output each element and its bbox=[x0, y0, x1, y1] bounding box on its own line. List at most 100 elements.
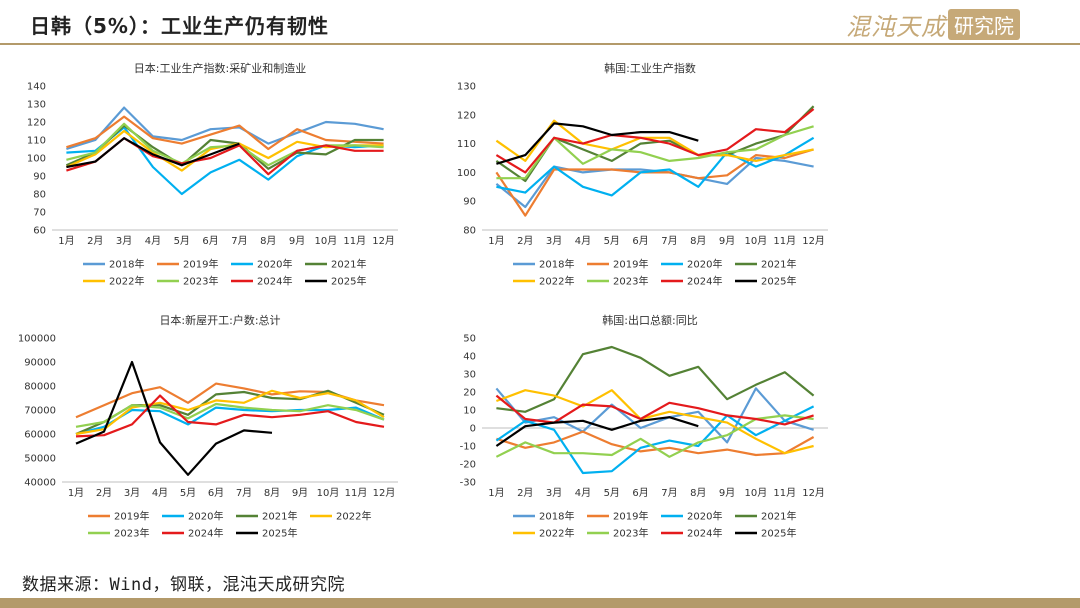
legend-label: 2019年 bbox=[613, 510, 648, 523]
legend-label: 2024年 bbox=[188, 527, 223, 540]
y-tick-label: 50 bbox=[463, 334, 476, 345]
x-tick-label: 9月 bbox=[292, 487, 308, 499]
x-tick-label: 12月 bbox=[373, 487, 396, 499]
y-tick-label: 120 bbox=[27, 118, 46, 129]
y-tick-label: -10 bbox=[460, 442, 476, 453]
series-line-2022年 bbox=[75, 389, 385, 436]
x-tick-label: 4月 bbox=[575, 235, 591, 247]
x-tick-label: 1月 bbox=[488, 235, 504, 247]
chart-korea-export-yoy: 韩国:出口总额:同比 -30 -20 -10 0 10 20 30 40 50 1月 2月 3月 4月 5月… bbox=[440, 310, 840, 550]
x-tick-label: 10月 bbox=[315, 235, 338, 247]
legend-label: 2024年 bbox=[687, 275, 722, 288]
series-line-2024年 bbox=[495, 108, 815, 174]
x-tick-label: 2月 bbox=[517, 487, 533, 499]
y-tick-label: 120 bbox=[457, 110, 476, 121]
header-divider bbox=[0, 43, 1080, 45]
chart-title: 韩国:工业生产指数 bbox=[604, 61, 696, 75]
chart-svg: 日本:工业生产指数:采矿业和制造业 60 70 80 90 100 110 120 130 140… bbox=[27, 61, 398, 288]
x-tick-label: 8月 bbox=[690, 235, 706, 247]
x-tick-label: 10月 bbox=[745, 235, 768, 247]
legend-label: 2025年 bbox=[262, 527, 297, 540]
chart-japan-industrial-production: 日本:工业生产指数:采矿业和制造业 60 70 80 90 100 110 120 130 140… bbox=[10, 58, 410, 298]
series-line-2023年 bbox=[495, 414, 814, 458]
y-tick-label: 80 bbox=[463, 226, 476, 237]
legend-label: 2025年 bbox=[761, 275, 796, 288]
series-line-2024年 bbox=[495, 394, 814, 426]
legend-label: 2018年 bbox=[539, 258, 574, 271]
chart-title: 日本:工业生产指数:采矿业和制造业 bbox=[134, 61, 306, 75]
chart-korea-industrial-production: 韩国:工业生产指数 80 90 100 110 120 130 1月 2月 3月 4月 5月 6月 7月 8… bbox=[440, 58, 840, 298]
series-line-2019年 bbox=[66, 115, 384, 151]
y-tick-label: 20 bbox=[463, 388, 476, 399]
y-tick-label: -30 bbox=[460, 478, 476, 489]
y-tick-label: 90 bbox=[33, 172, 46, 183]
series-line-2018年 bbox=[495, 156, 814, 209]
series-line-2020年 bbox=[496, 136, 815, 197]
legend-label: 2023年 bbox=[114, 527, 149, 540]
legend-label: 2020年 bbox=[257, 258, 292, 271]
x-tick-label: 12月 bbox=[372, 235, 395, 247]
legend-label: 2019年 bbox=[613, 258, 648, 271]
x-tick-label: 5月 bbox=[174, 235, 190, 247]
y-tick-label: 100 bbox=[27, 154, 46, 165]
company-logo: 混沌天成 研究院 bbox=[846, 7, 1020, 41]
y-tick-label: 40 bbox=[463, 352, 476, 363]
x-tick-label: 12月 bbox=[802, 235, 825, 247]
data-source-note: 数据来源：Wind，钢联，混沌天成研究院 bbox=[22, 575, 345, 595]
x-tick-label: 7月 bbox=[661, 487, 677, 499]
x-tick-label: 6月 bbox=[202, 235, 218, 247]
legend-label: 2025年 bbox=[331, 275, 366, 288]
y-tick-label: 100 bbox=[457, 168, 476, 179]
series-line-2025年 bbox=[66, 137, 240, 169]
x-tick-label: 7月 bbox=[661, 235, 677, 247]
series-line-2019年 bbox=[496, 430, 815, 457]
series-line-2020年 bbox=[66, 126, 384, 196]
y-tick-label: 130 bbox=[457, 82, 476, 93]
series-line-2024年 bbox=[66, 137, 384, 176]
x-tick-label: 9月 bbox=[719, 235, 735, 247]
x-tick-label: 3月 bbox=[546, 487, 562, 499]
legend-label: 2019年 bbox=[183, 258, 218, 271]
y-tick-label: 110 bbox=[27, 136, 46, 147]
legend-label: 2023年 bbox=[613, 275, 648, 288]
series-line-2022年 bbox=[496, 389, 814, 455]
y-tick-label: 80000 bbox=[24, 382, 56, 393]
x-tick-label: 3月 bbox=[546, 235, 562, 247]
y-tick-label: 90000 bbox=[24, 358, 56, 369]
series-line-2020年 bbox=[75, 406, 385, 436]
x-tick-label: 2月 bbox=[517, 235, 533, 247]
x-tick-label: 4月 bbox=[145, 235, 161, 247]
legend-label: 2025年 bbox=[761, 527, 796, 540]
series-line-2019年 bbox=[495, 148, 814, 217]
x-tick-label: 1月 bbox=[68, 487, 84, 499]
x-tick-label: 10月 bbox=[745, 487, 768, 499]
y-tick-label: 140 bbox=[27, 82, 46, 93]
logo-text: 混沌天成 bbox=[846, 12, 946, 41]
legend-label: 2022年 bbox=[539, 275, 574, 288]
x-tick-label: 8月 bbox=[690, 487, 706, 499]
legend-label: 2023年 bbox=[183, 275, 218, 288]
y-tick-label: 80 bbox=[33, 190, 46, 201]
y-tick-label: 50000 bbox=[24, 454, 56, 465]
legend-label: 2024年 bbox=[687, 527, 722, 540]
chart-japan-housing-starts: 日本:新屋开工:户数:总计 40000 50000 60000 70000 80000 90… bbox=[10, 310, 410, 550]
x-tick-label: 6月 bbox=[208, 487, 224, 499]
chart-svg: 日本:新屋开工:户数:总计 40000 50000 60000 70000 80000 90… bbox=[18, 313, 398, 540]
legend-label: 2021年 bbox=[761, 258, 796, 271]
series-line-2025年 bbox=[495, 416, 699, 447]
y-tick-label: 10 bbox=[463, 406, 476, 417]
y-tick-label: 130 bbox=[27, 100, 46, 111]
x-tick-label: 4月 bbox=[152, 487, 168, 499]
chart-svg: 韩国:工业生产指数 80 90 100 110 120 130 1月 2月 3月 4月 5月 6月 7月 8… bbox=[457, 61, 828, 288]
legend-label: 2023年 bbox=[613, 527, 648, 540]
y-tick-label: 60000 bbox=[24, 430, 56, 441]
x-tick-label: 1月 bbox=[58, 235, 74, 247]
series-line-2025年 bbox=[496, 122, 699, 165]
legend-label: 2022年 bbox=[336, 510, 371, 523]
x-tick-label: 9月 bbox=[719, 487, 735, 499]
legend-label: 2018年 bbox=[109, 258, 144, 271]
x-tick-label: 2月 bbox=[87, 235, 103, 247]
x-tick-label: 5月 bbox=[604, 487, 620, 499]
series-line-2018年 bbox=[495, 387, 814, 444]
x-tick-label: 6月 bbox=[632, 235, 648, 247]
